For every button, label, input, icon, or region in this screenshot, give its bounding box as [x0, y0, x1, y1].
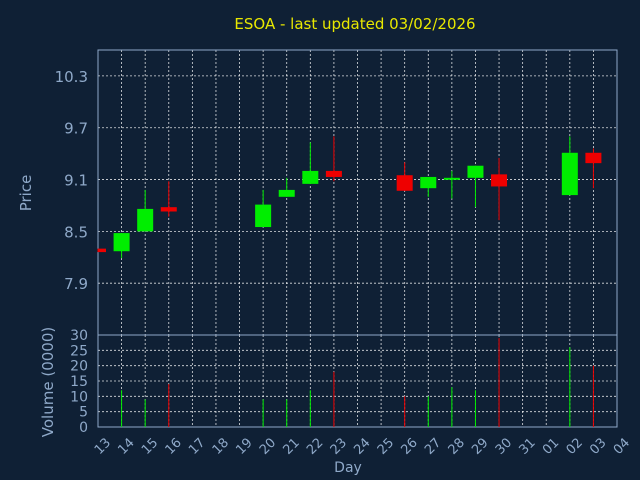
x-tick-label: 29	[469, 435, 491, 457]
candle-body	[561, 152, 578, 196]
x-tick-label: 31	[516, 435, 538, 457]
x-tick-label: 15	[139, 435, 161, 457]
volume-tick-label: 15	[70, 374, 88, 390]
x-tick-label: 26	[398, 435, 420, 457]
x-tick-label: 13	[92, 435, 114, 457]
x-axis-label: Day	[334, 460, 362, 476]
x-tick-label: 22	[304, 435, 326, 457]
volume-tick-label: 5	[79, 405, 88, 421]
x-tick-label: 24	[351, 435, 373, 457]
x-tick-label: 20	[257, 435, 279, 457]
volume-tick-label: 0	[79, 420, 88, 436]
candle-body	[278, 189, 295, 197]
volume-tick-label: 20	[70, 359, 88, 375]
price-axis-label: Price	[17, 175, 35, 212]
candle-body	[137, 208, 154, 232]
x-tick-label: 03	[587, 435, 609, 457]
volume-tick-label: 30	[70, 328, 88, 344]
candle-body	[443, 177, 460, 180]
price-tick-label: 9.1	[64, 172, 88, 190]
candle-body	[585, 152, 602, 164]
price-tick-label: 7.9	[64, 275, 88, 293]
x-tick-label: 28	[446, 435, 468, 457]
candle-body	[396, 175, 413, 191]
candle-body	[160, 207, 177, 212]
candle-body	[325, 170, 342, 177]
x-tick-label: 02	[564, 435, 586, 457]
volume-tick-label: 25	[70, 343, 88, 359]
x-tick-label: 18	[210, 435, 232, 457]
x-tick-label: 30	[493, 435, 515, 457]
x-tick-label: 16	[163, 435, 185, 457]
price-tick-label: 8.5	[64, 223, 88, 241]
volume-tick-label: 10	[70, 389, 88, 405]
x-tick-label: 17	[186, 435, 208, 457]
x-tick-label: 23	[328, 435, 350, 457]
x-tick-label: 01	[540, 435, 562, 457]
chart-title: ESOA - last updated 03/02/2026	[234, 15, 475, 33]
price-tick-label: 9.7	[64, 120, 88, 138]
x-tick-label: 19	[233, 435, 255, 457]
volume-axis-label: Volume (0000)	[39, 327, 57, 437]
candle-body	[467, 165, 484, 178]
candle-body	[491, 174, 508, 187]
candle-body	[255, 204, 272, 228]
x-tick-label: 04	[611, 435, 633, 457]
price-panel-frame	[97, 49, 618, 336]
candle-body	[113, 233, 130, 252]
x-tick-label: 21	[281, 435, 303, 457]
price-tick-label: 10.3	[55, 68, 88, 86]
x-tick-label: 14	[115, 435, 137, 457]
x-tick-label: 27	[422, 435, 444, 457]
x-tick-label: 25	[375, 435, 397, 457]
candle-body	[98, 248, 106, 253]
candle-body	[302, 170, 319, 184]
candle-body	[420, 176, 437, 189]
volume-panel-frame	[97, 334, 618, 428]
